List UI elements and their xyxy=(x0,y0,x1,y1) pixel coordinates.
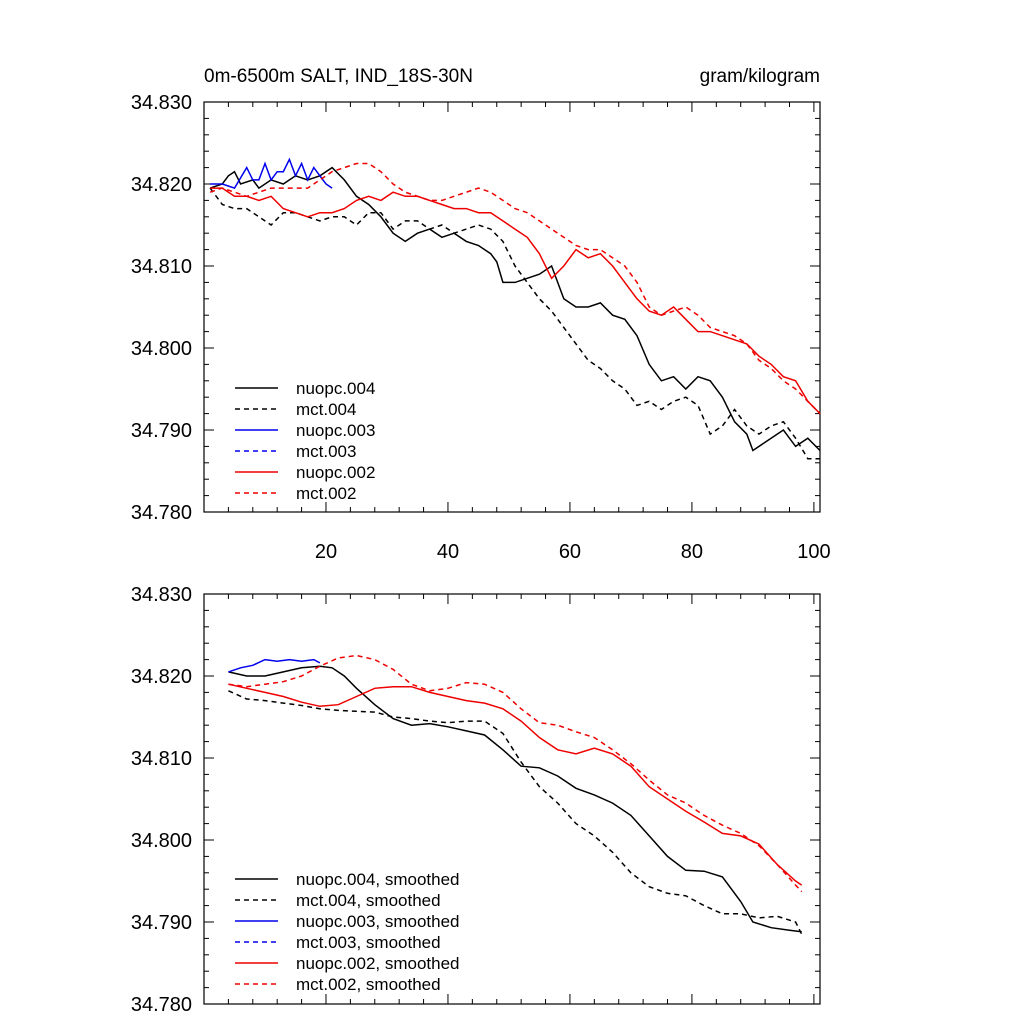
series-line xyxy=(209,166,821,452)
y-tick-label: 34.820 xyxy=(131,174,192,196)
series-line xyxy=(210,187,821,415)
series-line xyxy=(209,187,820,460)
x-tick-label: 40 xyxy=(437,541,459,563)
y-tick-label: 34.800 xyxy=(131,830,192,852)
legend-label: mct.003 xyxy=(296,442,356,461)
series-line xyxy=(210,157,333,190)
y-tick-label: 34.790 xyxy=(131,912,192,934)
y-tick-label: 34.810 xyxy=(131,748,192,770)
legend-label: mct.004, smoothed xyxy=(296,891,441,910)
legend-label: mct.002 xyxy=(296,484,356,503)
x-tick-label: 20 xyxy=(315,541,337,563)
plot-frame xyxy=(203,101,821,513)
top-panel: 34.780 34.790 34.800 34.810 34.820 34.830 20 40… xyxy=(131,92,831,563)
legend-label: mct.002, smoothed xyxy=(296,975,441,994)
legend-label: nuopc.002 xyxy=(296,463,375,482)
x-tick-label: 100 xyxy=(797,541,830,563)
legend-label: nuopc.004 xyxy=(296,379,375,398)
series-line xyxy=(228,690,803,935)
legend-label: nuopc.003 xyxy=(296,421,375,440)
y-tick-label: 34.800 xyxy=(131,338,192,360)
legend-label: mct.004 xyxy=(296,400,356,419)
y-tick-label: 34.830 xyxy=(131,584,192,606)
chart-title: 0m-6500m SALT, IND_18S-30N xyxy=(204,66,473,87)
y-tick-label: 34.780 xyxy=(131,502,192,524)
y-tick-label: 34.810 xyxy=(131,256,192,278)
series-line xyxy=(228,683,803,886)
plot-frame xyxy=(203,593,821,1005)
series-line xyxy=(228,654,803,893)
legend-label: mct.003, smoothed xyxy=(296,933,441,952)
bottom-panel: 34.780 34.790 34.800 34.810 34.820 34.830 nuop… xyxy=(131,584,821,1016)
units-label: gram/kilogram xyxy=(700,66,820,87)
series-line xyxy=(228,665,802,933)
y-tick-label: 34.820 xyxy=(131,666,192,688)
series-line xyxy=(228,658,321,673)
legend-label: nuopc.003, smoothed xyxy=(296,912,460,931)
x-tick-label: 80 xyxy=(681,541,703,563)
y-tick-label: 34.790 xyxy=(131,420,192,442)
legend-label: nuopc.004, smoothed xyxy=(296,870,460,889)
legend-label: nuopc.002, smoothed xyxy=(296,954,460,973)
y-tick-label: 34.830 xyxy=(131,92,192,114)
x-tick-label: 60 xyxy=(559,541,581,563)
y-tick-label: 34.780 xyxy=(131,994,192,1016)
series-line xyxy=(209,162,821,415)
